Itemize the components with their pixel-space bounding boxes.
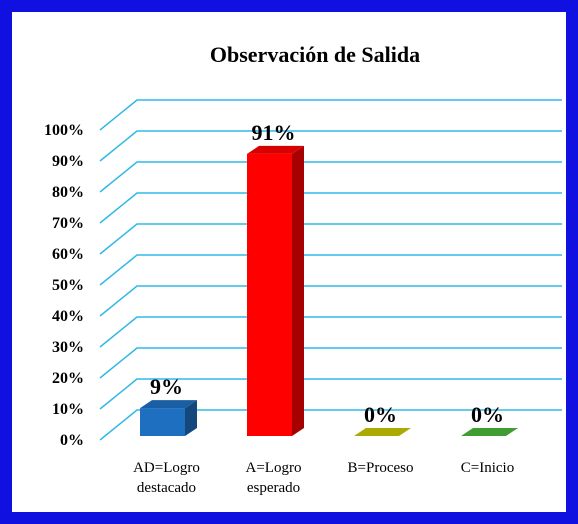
y-tick-label: 80%: [52, 184, 84, 201]
x-tick-label: AD=Logro destacado: [133, 460, 200, 496]
x-tick-label: B=Proceso: [347, 460, 414, 476]
grid-line: [99, 347, 562, 379]
grid-line: [99, 223, 562, 255]
bar: [354, 428, 411, 436]
grid-line: [99, 130, 562, 162]
x-tick-label: C=Inicio: [460, 460, 515, 476]
y-tick-label: 100%: [44, 122, 84, 139]
grid-line: [99, 99, 562, 131]
y-tick-label: 70%: [52, 215, 84, 232]
bar: [140, 400, 197, 436]
grid-line: [99, 378, 562, 410]
y-tick-label: 30%: [52, 339, 84, 356]
y-tick-label: 20%: [52, 370, 84, 387]
grid-line: [99, 316, 562, 348]
value-label: 0%: [471, 402, 504, 427]
grid-line: [99, 192, 562, 224]
grid-line: [99, 409, 562, 441]
grid-line: [99, 161, 562, 193]
x-tick-label: A=Logro esperado: [245, 460, 302, 496]
value-label: 91%: [252, 120, 296, 145]
bar: [247, 145, 304, 436]
y-tick-label: 0%: [60, 432, 84, 449]
value-label: 0%: [364, 402, 397, 427]
value-label: 9%: [150, 374, 183, 399]
y-tick-label: 40%: [52, 308, 84, 325]
y-tick-label: 10%: [52, 401, 84, 418]
grid-line: [99, 285, 562, 317]
grid-line: [99, 254, 562, 286]
y-tick-label: 60%: [52, 246, 84, 263]
chart-title: Observación de Salida: [210, 42, 420, 67]
y-tick-label: 50%: [52, 277, 84, 294]
bar: [461, 428, 518, 436]
y-tick-label: 90%: [52, 153, 84, 170]
